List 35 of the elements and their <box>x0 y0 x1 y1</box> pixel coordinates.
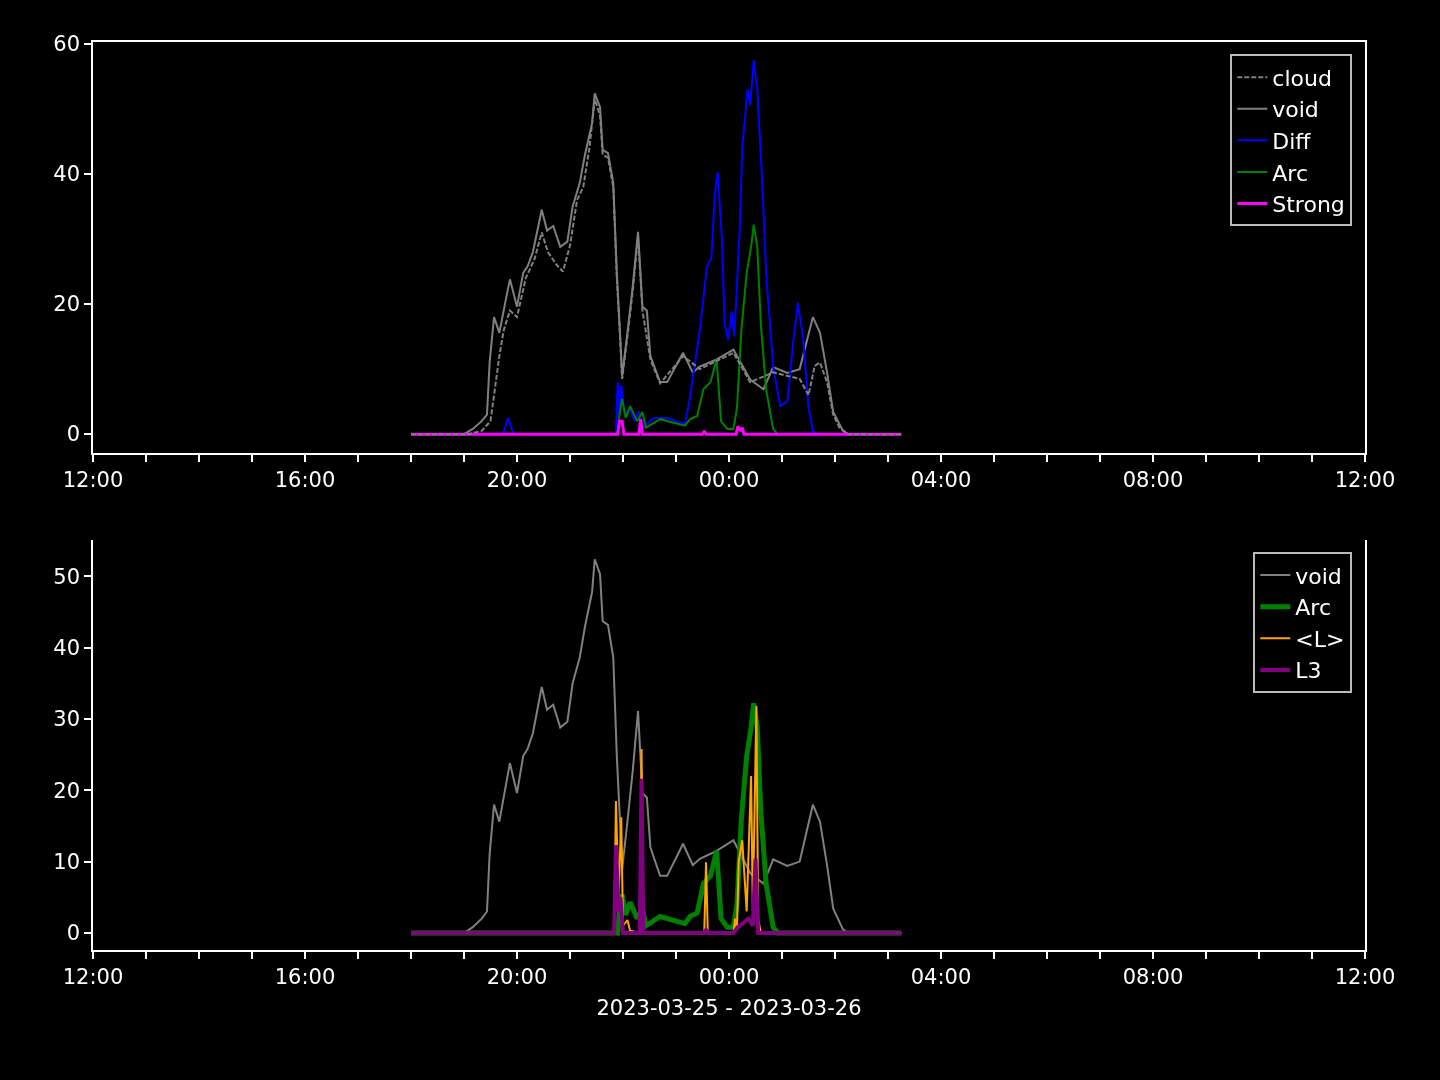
line-series <box>409 776 904 935</box>
x-tick-label: 08:00 <box>1122 964 1184 989</box>
x-tick-label: 20:00 <box>486 964 548 989</box>
y-tick-label: 40 <box>53 162 81 187</box>
y-tick-label: 0 <box>66 422 81 447</box>
y-tick-label: 10 <box>53 849 81 874</box>
x-tick-label: 04:00 <box>910 964 972 989</box>
x-tick-label: 12:00 <box>62 964 124 989</box>
legend-label: Diff <box>1272 128 1312 154</box>
y-tick-label: 20 <box>53 292 81 317</box>
legend-label: L3 <box>1295 658 1322 684</box>
x-tick-label: 16:00 <box>274 467 336 492</box>
x-tick-label: 04:00 <box>910 467 972 492</box>
x-tick-label: 12:00 <box>1334 964 1396 989</box>
x-tick-label: 16:00 <box>274 964 336 989</box>
y-tick-label: 40 <box>53 636 81 661</box>
x-axis-title: 2023-03-25 - 2023-03-26 <box>596 995 862 1020</box>
legend-label: Strong <box>1272 192 1345 218</box>
x-tick-label: 12:00 <box>62 467 124 492</box>
x-tick-label: 20:00 <box>486 467 548 492</box>
legend-label: Arc <box>1295 595 1331 621</box>
y-tick-label: 0 <box>66 921 81 946</box>
legend-label: void <box>1272 97 1319 123</box>
legend-label: void <box>1295 563 1342 589</box>
x-tick-label: 08:00 <box>1122 467 1184 492</box>
x-tick-label: 00:00 <box>698 964 760 989</box>
legend-label: Arc <box>1272 160 1308 186</box>
legend-label: cloud <box>1272 65 1332 91</box>
x-tick-label: 00:00 <box>698 467 760 492</box>
x-tick-label: 12:00 <box>1334 467 1396 492</box>
legend-label: <L> <box>1295 626 1345 652</box>
y-tick-label: 20 <box>53 778 81 803</box>
y-tick-label: 30 <box>53 707 81 732</box>
y-tick-label: 60 <box>53 32 81 57</box>
y-tick-label: 50 <box>53 564 81 589</box>
